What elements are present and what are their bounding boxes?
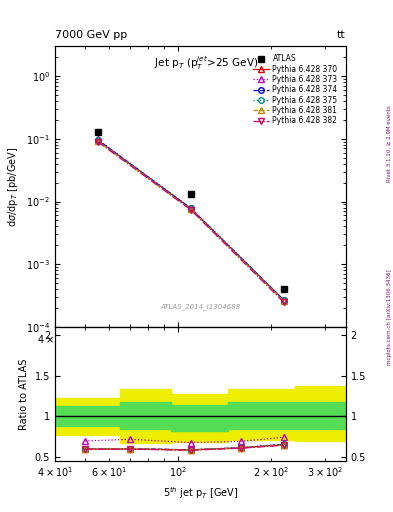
Y-axis label: Ratio to ATLAS: Ratio to ATLAS [19,358,29,430]
Text: tt: tt [337,30,346,40]
X-axis label: 5$^{th}$ jet p$_T$ [GeV]: 5$^{th}$ jet p$_T$ [GeV] [163,485,238,501]
Text: mcplots.cern.ch [arXiv:1306.3436]: mcplots.cern.ch [arXiv:1306.3436] [387,270,392,365]
Text: 7000 GeV pp: 7000 GeV pp [55,30,127,40]
Text: Jet p$_T$ (p$_T^{jet}$>25 GeV): Jet p$_T$ (p$_T^{jet}$>25 GeV) [154,54,258,72]
Text: Rivet 3.1.10, ≥ 2.9M events: Rivet 3.1.10, ≥ 2.9M events [387,105,392,182]
Y-axis label: d$\sigma$/dp$_T$ [pb/GeV]: d$\sigma$/dp$_T$ [pb/GeV] [6,146,20,227]
Text: ATLAS_2014_I1304688: ATLAS_2014_I1304688 [160,304,241,310]
Legend: ATLAS, Pythia 6.428 370, Pythia 6.428 373, Pythia 6.428 374, Pythia 6.428 375, P: ATLAS, Pythia 6.428 370, Pythia 6.428 37… [251,53,339,127]
